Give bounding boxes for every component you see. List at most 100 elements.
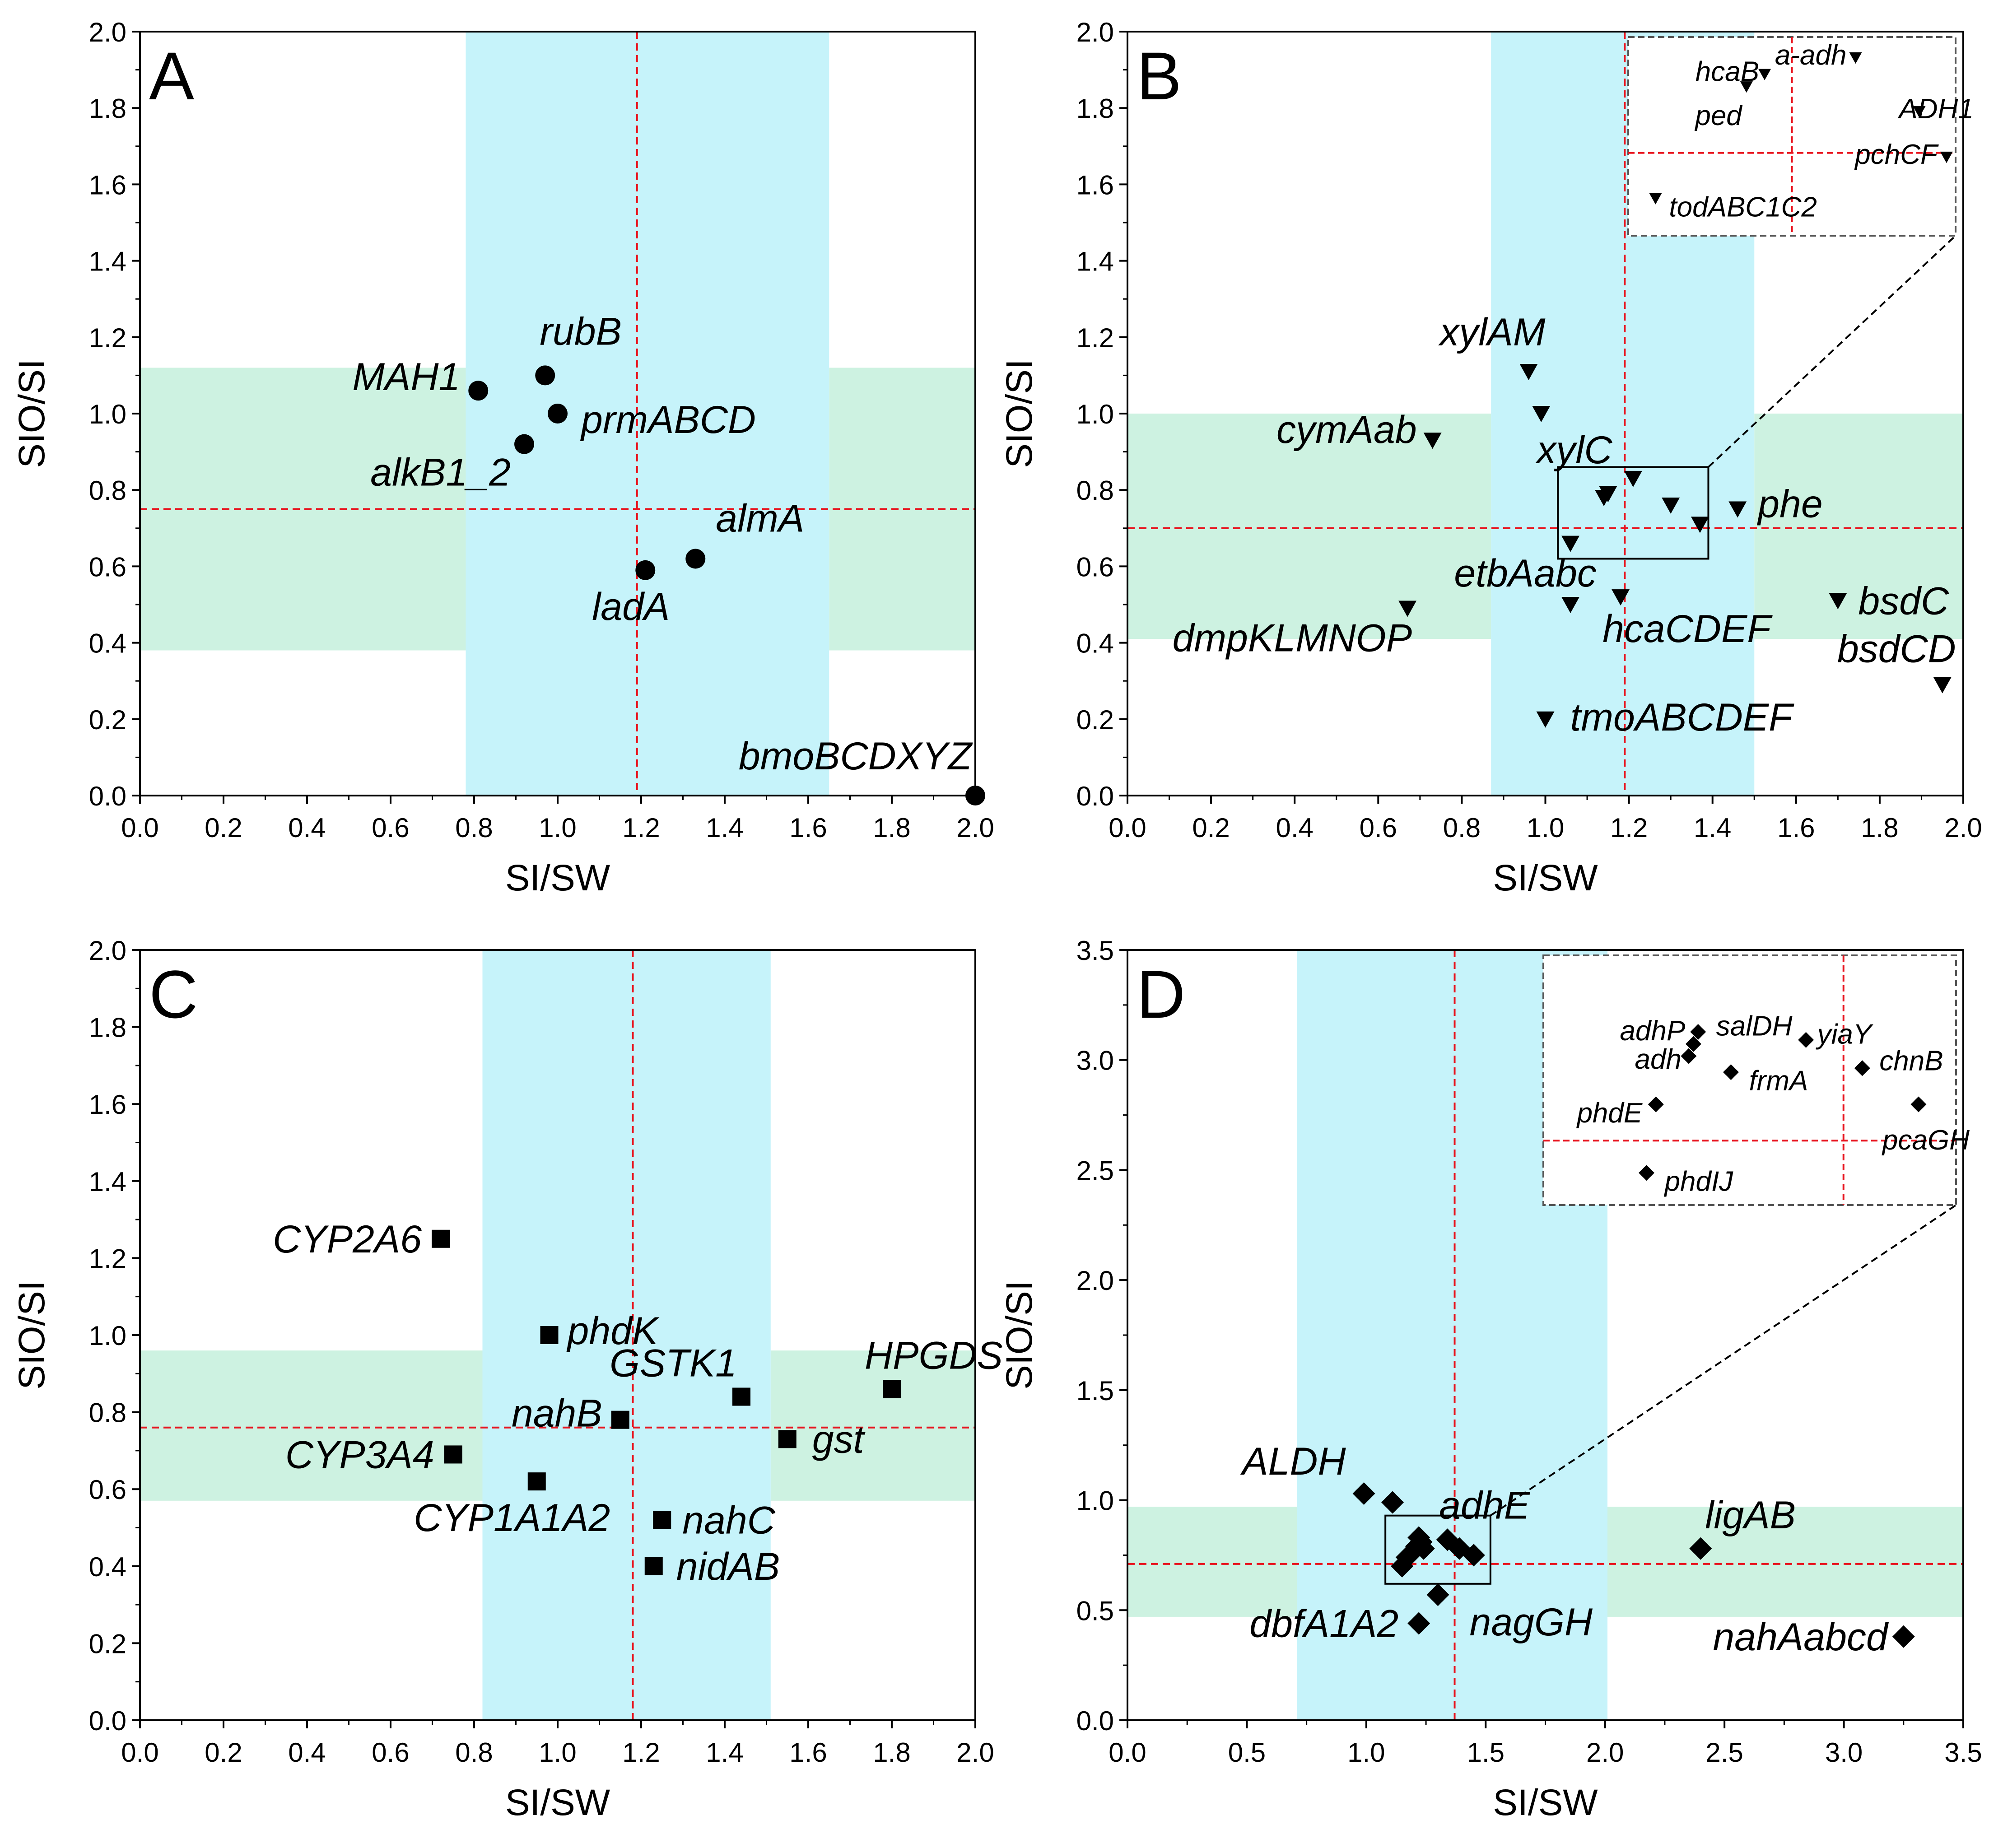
x-tick-label: 1.6 [789,1737,827,1768]
data-point-phe [1728,501,1747,518]
x-tick-label: 0.0 [121,813,158,843]
data-point [1381,1491,1404,1514]
inset-label-pcagh: pcaGH [1882,1125,1970,1156]
y-axis-title: SIO/SI [11,359,52,468]
green-band-right [770,1350,975,1501]
x-tick-label: 1.0 [1527,813,1564,843]
y-axis-title: SIO/SI [999,1280,1040,1390]
x-tick-label: 1.8 [873,813,910,843]
data-point-bsdcd [1933,677,1952,694]
point-label-ligab: ligAB [1705,1494,1796,1537]
inset-point-adh1 [1913,106,1926,118]
data-point-ligab [1689,1537,1712,1560]
y-tick-label: 3.0 [1076,1046,1114,1076]
inset-point-pchcf [1940,151,1953,163]
point-label-lada: ladA [592,585,670,628]
y-tick-label: 0.5 [1076,1596,1114,1626]
y-tick-label: 0.6 [1076,552,1114,582]
y-axis-title: SIO/SI [999,359,1040,468]
y-tick-label: 1.8 [89,93,126,124]
x-tick-label: 3.5 [1944,1737,1982,1768]
data-point [1599,486,1617,503]
data-point [1561,535,1580,552]
y-tick-label: 1.5 [1076,1376,1114,1406]
inset-point-saldh [1690,1024,1706,1040]
y-tick-label: 1.8 [1076,93,1114,124]
point-label-bsdcd: bsdCD [1837,628,1956,671]
y-tick-label: 1.2 [89,1243,126,1274]
data-point-nahc [653,1511,671,1529]
point-label-dbfa1a2: dbfA1A2 [1249,1602,1398,1646]
y-tick-label: 0.6 [89,1475,126,1505]
point-label-prmabcd: prmABCD [580,398,756,442]
x-axis-title: SI/SW [1493,857,1598,898]
panel-c: 0.0 0.2 0.4 0.6 0.8 1.0 1.2 1.4 1.6 1.8 2.0 0.0 0.2 0… [11,936,1003,1823]
point-label-nahc: nahC [682,1499,775,1542]
inset-frame [1542,954,1957,1206]
data-point-dbfa1a2 [1407,1612,1430,1635]
data-point-cyp2a6 [432,1229,450,1248]
data-point-hpgds [883,1380,901,1398]
data-point-rubb [535,365,555,386]
inset-point-todabc1c2 [1649,193,1662,205]
y-tick-label: 1.2 [89,323,126,353]
y-tick-label: 3.5 [1076,936,1114,966]
x-tick-label: 1.2 [622,1737,660,1768]
data-point [1462,1544,1485,1567]
point-label-xylc: xylC [1535,428,1612,472]
x-tick-label: 0.6 [1360,813,1397,843]
point-label-gstk1: GSTK1 [610,1341,737,1385]
point-label-etbaabc: etbAabc [1454,552,1597,595]
x-axis-title: SI/SW [505,1782,610,1823]
y-tick-label: 0.0 [1076,781,1114,811]
y-tick-label: 0.4 [89,1552,126,1582]
x-tick-label: 2.0 [1944,813,1982,843]
inset-label-chnb: chnB [1879,1046,1943,1077]
data-point [1662,498,1680,514]
point-label-tmoabcdef: tmoABCDEF [1570,696,1795,739]
x-tick-label: 0.2 [205,1737,242,1768]
y-tick-label: 2.0 [89,936,126,966]
data-point-gst [778,1430,797,1448]
data-point-gstk1 [732,1387,750,1406]
y-tick-label: 0.2 [1076,705,1114,735]
inset-point-ped [1740,81,1753,93]
x-tick-label: 0.4 [1276,813,1313,843]
data-point [1412,1537,1435,1560]
inset-point-chnb [1854,1060,1870,1076]
data-point-lada [635,560,656,580]
cyan-band [482,950,771,1720]
panel-a: 0.0 0.2 0.4 0.6 0.8 1.0 1.2 1.4 1.6 1.8 2.0 0.0 0.2 0… [11,17,994,898]
y-tick-label: 0.6 [89,552,126,582]
point-label-nahaabcd: nahAabcd [1713,1615,1889,1659]
y-tick-label: 1.6 [1076,170,1114,200]
x-tick-label: 0.6 [372,1737,409,1768]
inset-label-adhp: adhP [1620,1015,1686,1047]
x-tick-label: 1.4 [706,813,743,843]
x-tick-label: 1.0 [1347,1737,1385,1768]
inset-label-todabc1c2: todABC1C2 [1669,192,1817,223]
panel-b: 0.0 0.2 0.4 0.6 0.8 1.0 1.2 1.4 1.6 1.8 2.0 0.0 0.2 0… [999,17,1982,898]
x-tick-label: 1.5 [1467,1737,1505,1768]
inset-point-hcab [1758,69,1771,80]
x-tick-label: 2.0 [1586,1737,1624,1768]
data-point-nidab [644,1557,663,1575]
point-label-alma: almA [716,497,804,540]
green-band-right [1607,1507,1963,1617]
x-tick-label: 2.5 [1705,1737,1743,1768]
x-tick-label: 0.8 [1443,813,1481,843]
point-label-dmpklmnop: dmpKLMNOP [1173,616,1412,660]
y-tick-label: 1.4 [89,1167,126,1197]
y-tick-label: 1.0 [1076,1486,1114,1516]
y-tick-label: 1.6 [89,170,126,200]
point-label-aldh: ALDH [1240,1440,1346,1483]
green-band-left [1127,414,1491,639]
inset-panel: adhP salDH adh yiaY frmA chnB phdE pcaGH phdIJ [1542,954,1970,1206]
inset-point-yiay [1798,1032,1814,1048]
x-tick-label: 3.0 [1825,1737,1863,1768]
data-point-hcacdef [1612,589,1630,606]
y-tick-label: 2.0 [1076,1266,1114,1296]
inset-label-saldh: salDH [1716,1010,1793,1042]
